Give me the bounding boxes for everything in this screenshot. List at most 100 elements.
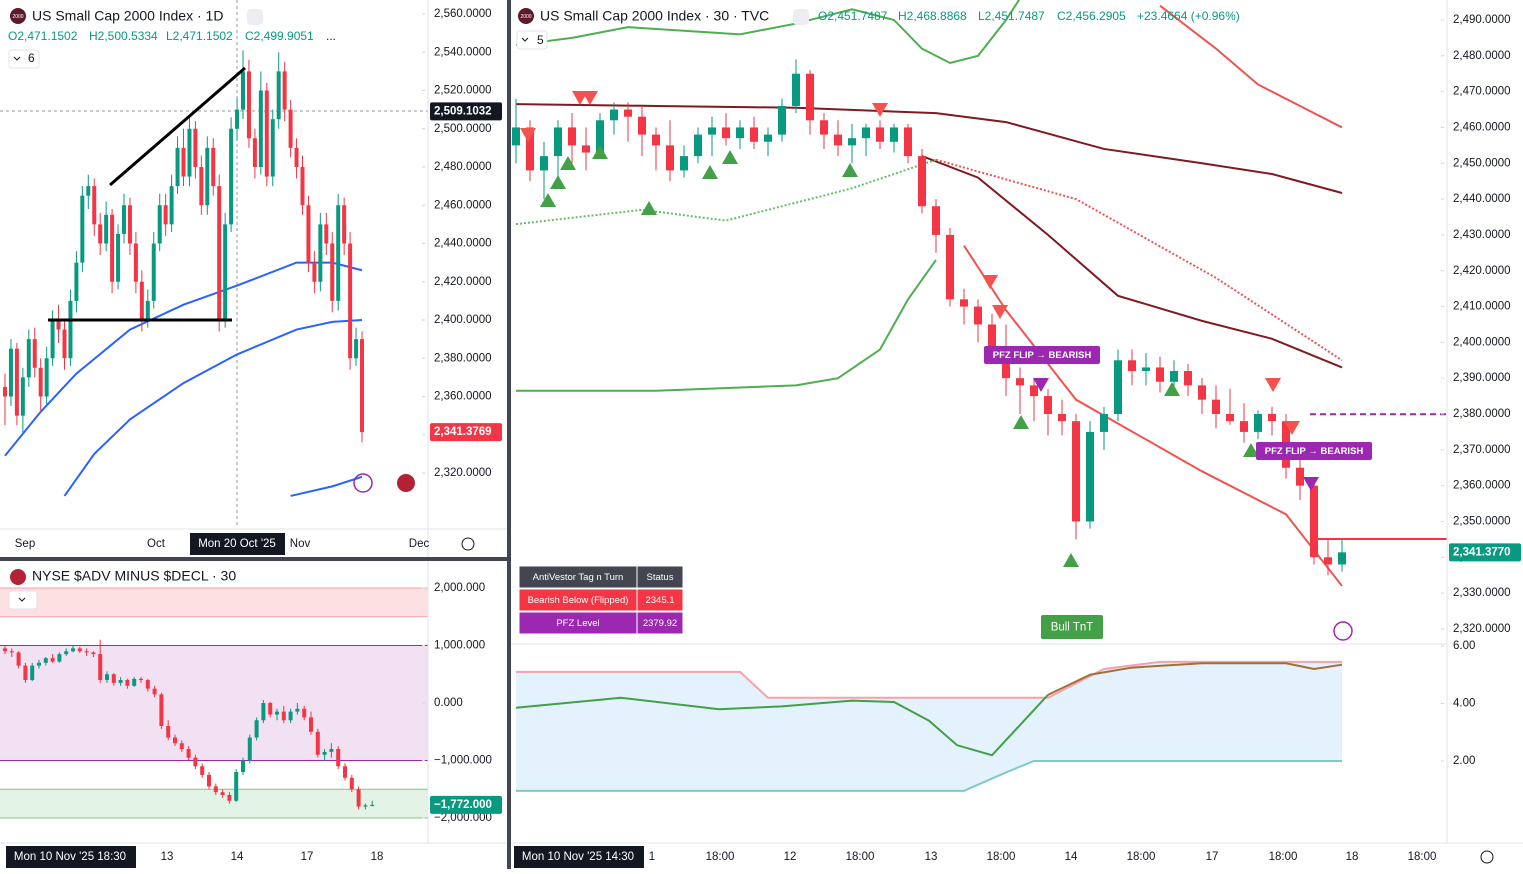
x-tick-label: 1 — [649, 851, 655, 863]
candle-body — [56, 319, 61, 330]
pane-divider — [507, 0, 511, 869]
price-label: 2,341.3769 — [434, 426, 492, 438]
signal-up — [560, 156, 576, 170]
settings-icon[interactable] — [461, 537, 475, 551]
candle-body — [235, 109, 240, 129]
candle-body — [708, 127, 716, 135]
signal-down — [1265, 378, 1281, 392]
symbol-title[interactable]: NYSE $ADV MINUS $DECL · 30 — [32, 568, 236, 584]
signal-up — [1243, 443, 1259, 457]
candle-body — [199, 166, 204, 206]
candle-body — [179, 743, 184, 750]
event-icon[interactable] — [353, 473, 373, 493]
candle-body — [91, 652, 96, 655]
candle-body — [229, 128, 234, 225]
x-tick-label: 18:00 — [987, 851, 1016, 863]
candle-body — [1128, 360, 1136, 372]
event-icon[interactable] — [397, 474, 415, 492]
y-tick-label: 2,440.0000 — [1453, 193, 1511, 205]
candle-body — [1254, 414, 1262, 432]
candle-body — [932, 206, 940, 235]
candle-body — [16, 652, 21, 666]
table-cell — [636, 588, 684, 612]
x-tick-label: 14 — [231, 851, 244, 863]
y-tick-label: 2,420.0000 — [1453, 265, 1511, 277]
ohlc-more[interactable]: ... — [326, 29, 336, 43]
candle-body — [110, 214, 115, 282]
candle-body — [652, 134, 660, 146]
event-icon[interactable] — [1333, 621, 1353, 641]
candle-body — [876, 127, 884, 142]
y-tick-label: −1,000.000 — [434, 755, 492, 767]
candle-body — [64, 651, 69, 655]
logo-text: 2000 — [520, 14, 531, 20]
settings-icon[interactable] — [1480, 850, 1494, 864]
candle-body — [127, 205, 132, 244]
y-tick-label: 2,400.0000 — [434, 314, 492, 326]
price-label-box — [430, 423, 502, 442]
candle-body — [77, 648, 82, 652]
signal-up — [842, 163, 858, 177]
price-label-box — [1449, 543, 1521, 562]
signal-up — [540, 193, 556, 207]
hide-button[interactable] — [793, 9, 809, 25]
ohlc: C2,499.9051 — [245, 29, 314, 43]
price-label-box — [430, 102, 502, 121]
candle-body — [1310, 485, 1318, 558]
signal-up — [641, 201, 657, 215]
y-tick-label: 2,380.0000 — [1453, 408, 1511, 420]
price-label-box — [430, 795, 502, 814]
breadth-plot — [0, 587, 428, 819]
candle-body — [342, 205, 347, 244]
candle-body — [300, 166, 305, 206]
y-tick-label: 2,460.0000 — [1453, 121, 1511, 133]
candle-body — [193, 757, 198, 767]
candle-body — [159, 694, 164, 727]
candle-body — [1086, 431, 1094, 522]
indicator-line — [290, 475, 363, 497]
candle-body — [680, 156, 688, 171]
indicator-line — [1047, 662, 1343, 696]
x-tick-label: 18 — [371, 851, 384, 863]
indicator-toggle[interactable] — [516, 30, 548, 50]
candle-body — [166, 726, 171, 738]
candle-body — [1184, 371, 1192, 386]
indicator-toggle[interactable] — [8, 49, 40, 69]
symbol-logo — [10, 569, 26, 585]
drawings — [48, 66, 246, 322]
ohlc: L2,471.1502 — [166, 29, 233, 43]
candle-body — [370, 804, 375, 806]
candle-body — [694, 134, 702, 157]
candle-body — [624, 109, 632, 117]
candle-body — [666, 145, 674, 171]
candle-body — [1226, 414, 1234, 422]
candle-body — [3, 386, 7, 397]
y-tick-label: 2,330.0000 — [1453, 587, 1511, 599]
candle-body — [1044, 396, 1052, 415]
symbol-title[interactable]: US Small Cap 2000 Index · 1D — [32, 8, 223, 24]
candle-body — [125, 680, 130, 686]
candle-body — [1142, 367, 1150, 372]
band — [0, 645, 428, 761]
y-tick-label: 2,370.0000 — [1453, 444, 1511, 456]
table-text: 2345.1 — [645, 595, 674, 606]
candle-body — [1324, 557, 1332, 565]
table-header: Status — [647, 572, 674, 583]
hide-button[interactable] — [247, 9, 263, 25]
candle-body — [1156, 367, 1164, 382]
signal-down — [872, 103, 888, 117]
candle-body — [264, 90, 269, 177]
candle-body — [1212, 399, 1220, 415]
candle-body — [50, 319, 55, 359]
candle-body — [220, 792, 225, 796]
candle-body — [750, 127, 758, 142]
candle-body — [207, 774, 211, 787]
symbol-title[interactable]: US Small Cap 2000 Index · 30 · TVC — [540, 8, 769, 24]
flip-label-box — [984, 346, 1100, 364]
crosshair-time-box — [190, 533, 285, 555]
y-tick-label: 2,500.0000 — [434, 123, 492, 135]
table-header: AntiVestor Tag n Turn — [533, 572, 624, 583]
trendline[interactable] — [109, 66, 246, 187]
price-label: −1,772.000 — [434, 799, 492, 811]
y-tick-label: 2,480.0000 — [434, 161, 492, 173]
